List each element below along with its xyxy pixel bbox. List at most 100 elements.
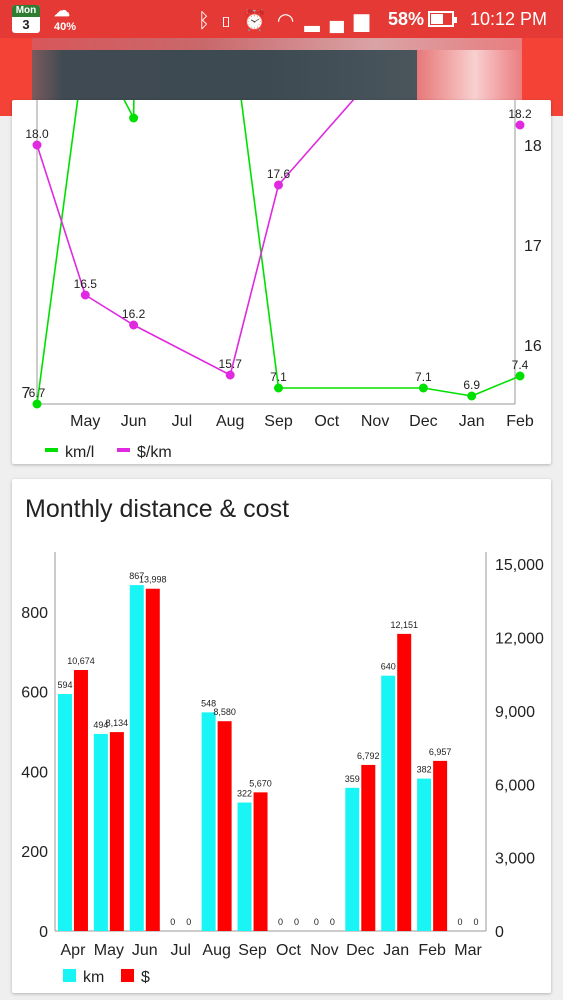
x-tick-label: May <box>70 413 100 430</box>
bar-value-label: 6,792 <box>357 751 380 761</box>
legend-swatch-km/l <box>45 448 58 452</box>
signal-icon: ▂▄▆ <box>304 10 380 32</box>
calendar-day: 3 <box>22 17 30 32</box>
series-line-km/l <box>471 375 521 397</box>
bar-value-label: 0 <box>458 917 463 927</box>
bar-value-label: 548 <box>201 698 216 708</box>
data-point-$/km <box>225 370 235 380</box>
alarm-icon: ⏰ <box>242 10 277 32</box>
bar-$ <box>253 792 268 931</box>
series-line-$/km <box>229 184 280 376</box>
data-label: 7.4 <box>512 358 529 372</box>
x-tick-label: Aug <box>216 413 244 430</box>
x-tick-label: Oct <box>276 942 301 959</box>
bar-value-label: 13,998 <box>139 575 167 585</box>
bar-km <box>381 675 396 931</box>
bar-value-label: 0 <box>278 917 283 927</box>
series-line-km/l <box>423 387 472 397</box>
bar-value-label: 0 <box>294 917 299 927</box>
right-tick-label: 17 <box>524 238 542 255</box>
x-tick-label: Nov <box>361 413 389 430</box>
bluetooth-icon: ᛒ <box>198 10 220 32</box>
bar-km <box>129 585 144 931</box>
series-line-$/km <box>133 324 231 376</box>
x-tick-label: Jan <box>383 942 409 959</box>
bar-km <box>345 787 360 931</box>
bar-value-label: 0 <box>474 917 479 927</box>
legend-swatch-$/km <box>117 448 130 452</box>
x-tick-label: Dec <box>409 413 437 430</box>
series-line-km/l <box>239 89 280 389</box>
data-label: 16.5 <box>74 277 98 291</box>
bar-value-label: 0 <box>330 917 335 927</box>
x-tick-label: Apr <box>61 942 87 959</box>
bar-value-label: 594 <box>57 680 72 690</box>
data-point-$/km <box>274 180 283 190</box>
data-label: 7.1 <box>415 370 432 384</box>
vibrate-icon: ▯ <box>220 10 242 32</box>
right-tick-label: 18 <box>524 138 542 155</box>
left-tick-label: 800 <box>21 605 48 622</box>
clock: 10:12 PM <box>470 9 548 29</box>
data-point-km/l <box>129 113 139 123</box>
legend-swatch-$ <box>121 969 134 982</box>
weather-indicator: ☁ 40% <box>54 3 76 33</box>
data-label: 15.7 <box>219 357 243 371</box>
x-tick-label: Dec <box>346 942 374 959</box>
battery-percent: 58% <box>388 9 425 29</box>
status-bar: Mon 3 ☁ 40% ᛒ▯⏰◠▂▄▆ 58% 10:12 PM <box>0 0 563 38</box>
legend-label: $ <box>141 969 150 986</box>
bar-value-label: 0 <box>314 917 319 927</box>
bar-$ <box>397 633 412 931</box>
calendar-icon: Mon 3 <box>12 5 40 33</box>
left-tick-label: 600 <box>21 685 48 702</box>
wifi-icon: ◠ <box>276 10 305 32</box>
bar-km <box>201 712 216 931</box>
status-icons: ᛒ▯⏰◠▂▄▆ <box>198 8 379 33</box>
bar-value-label: 867 <box>129 571 144 581</box>
fuel-efficiency-card: May Jun Jul Aug Sep Oct Nov Dec Jan Feb 7 18 17 16 6.7… <box>12 89 551 464</box>
bar-$ <box>217 721 232 931</box>
right-tick-label: 0 <box>495 924 504 941</box>
data-point-km/l <box>467 391 477 401</box>
data-point-km/l <box>274 383 283 393</box>
x-tick-label: Sep <box>238 942 267 959</box>
left-tick-label: 200 <box>21 844 48 861</box>
right-tick-label: 6,000 <box>495 777 535 794</box>
bar-$ <box>433 760 448 931</box>
x-tick-label: Jan <box>459 413 485 430</box>
line-chart: May Jun Jul Aug Sep Oct Nov Dec Jan Feb 7 18 17 16 6.7… <box>22 89 542 461</box>
legend-label: $/km <box>137 444 172 461</box>
series-line-$/km <box>277 89 363 186</box>
right-tick-label: 15,000 <box>495 557 544 574</box>
card-title: Monthly distance & cost <box>25 495 290 523</box>
bar-value-label: 12,151 <box>390 620 418 630</box>
left-tick-label: 0 <box>39 924 48 941</box>
bar-value-label: 10,674 <box>67 656 95 666</box>
data-point-km/l <box>418 383 428 393</box>
right-tick-label: 12,000 <box>495 631 544 648</box>
data-point-$/km <box>129 320 139 330</box>
data-point-km/l <box>515 371 525 381</box>
calendar-month: Mon <box>12 5 40 17</box>
bar-value-label: 8,134 <box>106 718 129 728</box>
x-tick-label: Jul <box>170 942 190 959</box>
data-point-$/km <box>80 290 90 300</box>
right-tick-label: 9,000 <box>495 704 535 721</box>
legend-label: km/l <box>65 444 94 461</box>
data-point-km/l <box>32 399 42 409</box>
series-line-$/km <box>36 144 87 296</box>
data-label: 18.2 <box>508 107 532 121</box>
bar-$ <box>145 588 160 931</box>
x-tick-label: Jun <box>132 942 158 959</box>
legend-label: km <box>83 969 104 986</box>
data-label: 7.1 <box>270 370 287 384</box>
data-label: 17.6 <box>267 167 291 181</box>
bar-km <box>417 778 432 931</box>
data-label: 18.0 <box>25 127 49 141</box>
data-point-$/km <box>515 120 525 130</box>
bar-value-label: 8,580 <box>213 707 236 717</box>
data-label: 6.7 <box>29 386 46 400</box>
data-label: 16.2 <box>122 307 146 321</box>
series-line-$/km <box>84 294 135 326</box>
